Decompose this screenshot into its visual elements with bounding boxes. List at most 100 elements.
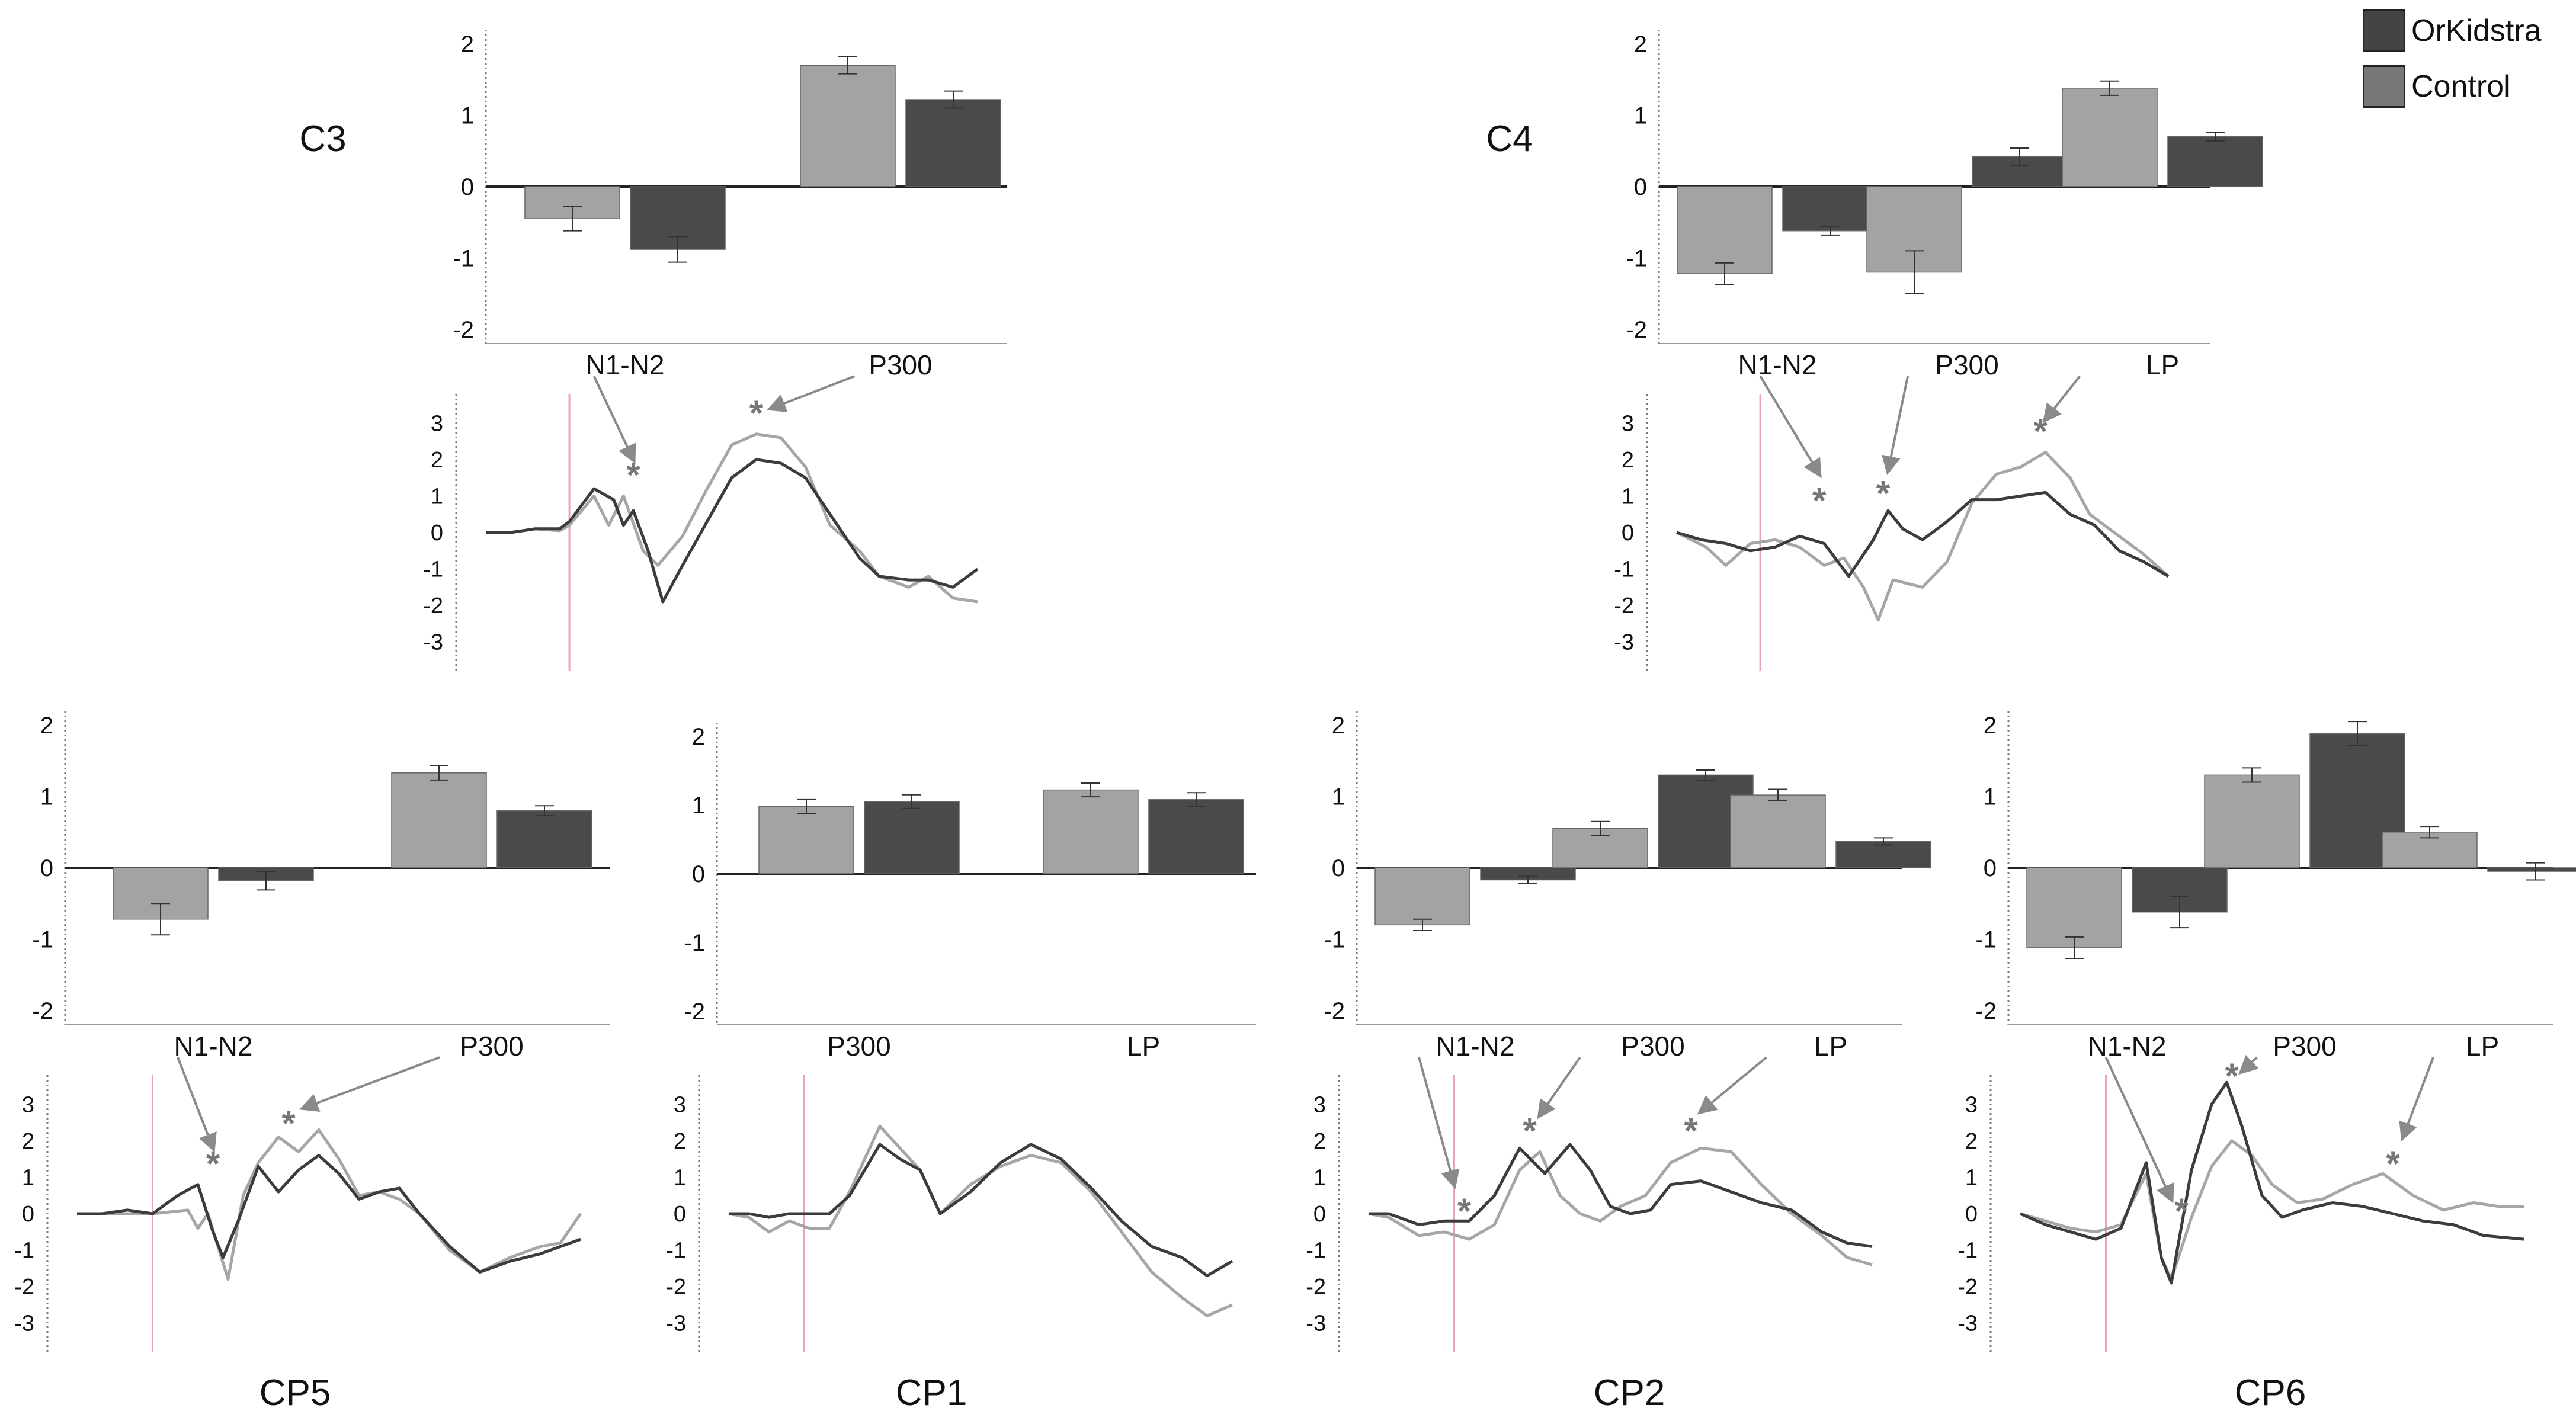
- erp-chart-cp6: 3 2 1 0 -1 -2 -3 * * *: [1957, 1054, 2524, 1352]
- bar-tick-label: -1: [684, 930, 705, 956]
- erp-tick-label: -3: [666, 1311, 686, 1336]
- erp-tick-label: 3: [1965, 1092, 1978, 1117]
- panel-cp5: CP5 -2 -1 0 1 2 N1-N2 P300 3 2 1 0 -1 -2 -3 * *: [14, 711, 610, 1413]
- erp-tick-label: 1: [1313, 1165, 1326, 1190]
- bar-chart-cp6: -2 -1 0 1 2 N1-N2 P300 LP: [1975, 711, 2576, 1061]
- erp-tick-label: -3: [1614, 630, 1634, 655]
- annotation-arrow: [1418, 1057, 1460, 1189]
- bar-tick-label: 0: [1984, 855, 1997, 881]
- bar-tick-label: 2: [1984, 713, 1997, 739]
- legend-label-control: Control: [2411, 69, 2511, 104]
- group-label-lp: LP: [1127, 1031, 1160, 1061]
- bar-tick-label: -2: [1626, 317, 1647, 343]
- erp-tick-label: 2: [674, 1129, 686, 1154]
- bar-tick-label: 0: [461, 174, 474, 200]
- bar-lp-dark: [2487, 867, 2576, 872]
- bar-tick-label: -1: [32, 926, 53, 952]
- panel-cp6: CP6 -2 -1 0 1 2 N1-N2 P300 LP 3 2 1 0 -1 -2 -3 * * *: [1957, 711, 2576, 1413]
- erp-tick-label: 2: [1622, 448, 1634, 473]
- bar-lp-dark: [2167, 136, 2263, 187]
- group-label-n1-n2: N1-N2: [2088, 1031, 2167, 1061]
- erp-tick-label: 3: [1622, 411, 1634, 436]
- erp-wave-control: [1675, 451, 2170, 622]
- bar-tick-label: 0: [1332, 855, 1345, 881]
- bar-lp-light: [2062, 88, 2158, 187]
- erp-wave-orkidstra: [1676, 490, 2170, 578]
- erp-wave-control: [2020, 1139, 2524, 1281]
- bar-chart-cp2: -2 -1 0 1 2 N1-N2 P300 LP: [1324, 711, 1931, 1061]
- erp-tick-label: -2: [666, 1275, 686, 1300]
- erp-tick-label: -1: [666, 1239, 686, 1263]
- bar-tick-label: 2: [40, 713, 53, 739]
- bar-lp-dark: [1148, 799, 1244, 874]
- bar-tick-label: 0: [1634, 174, 1647, 200]
- group-label-p300: P300: [460, 1031, 523, 1061]
- significance-star: *: [1876, 473, 1891, 513]
- erp-tick-label: 0: [1313, 1202, 1326, 1227]
- panel-cp1: CP1 -2 -1 0 1 2 P300 LP 3 2 1 0 -1 -2 -3: [666, 723, 1256, 1413]
- bar-p300-light: [800, 65, 896, 187]
- erp-wave-orkidstra: [486, 458, 979, 604]
- annotation-arrow: [2238, 1054, 2259, 1075]
- erp-tick-label: 0: [1622, 521, 1634, 546]
- bar-p300-light: [2204, 774, 2300, 868]
- erp-tick-label: 0: [431, 521, 443, 546]
- erp-wave-orkidstra: [77, 1154, 581, 1274]
- erp-tick-label: -2: [423, 594, 443, 618]
- legend-label-orkidstra: OrKidstra: [2411, 14, 2542, 48]
- erp-chart-c3: 3 2 1 0 -1 -2 -3 * *: [423, 375, 979, 671]
- annotation-arrow: [2104, 1057, 2174, 1204]
- significance-star: *: [1523, 1111, 1537, 1150]
- legend-swatch-orkidstra: [2363, 9, 2405, 52]
- bar-lp-light: [1043, 789, 1139, 874]
- erp-tick-label: 3: [674, 1092, 686, 1117]
- annotation-arrow: [592, 376, 636, 464]
- erp-chart-cp1: 3 2 1 0 -1 -2 -3: [666, 1075, 1233, 1352]
- significance-star: *: [281, 1104, 296, 1143]
- group-label-p300: P300: [827, 1031, 890, 1061]
- significance-star: *: [2225, 1056, 2239, 1096]
- significance-star: *: [626, 455, 640, 495]
- bar-chart-c3: -2 -1 0 1 2 N1-N2 P300: [453, 30, 1007, 380]
- bar-n1-n2-light: [2026, 867, 2122, 948]
- group-label-lp: LP: [2146, 349, 2179, 380]
- erp-tick-label: -1: [1614, 557, 1634, 582]
- bar-p300-light: [391, 772, 487, 868]
- significance-star: *: [1812, 481, 1827, 521]
- bar-n1-n2-dark: [1782, 186, 1878, 232]
- bar-tick-label: -1: [1324, 926, 1345, 952]
- group-label-n1-n2: N1-N2: [586, 349, 665, 380]
- annotation-arrow: [1537, 1056, 1581, 1120]
- bar-lp-light: [1730, 794, 1826, 868]
- significance-star: *: [2174, 1191, 2189, 1231]
- erp-tick-label: 3: [1313, 1092, 1326, 1117]
- bar-tick-label: -1: [1626, 245, 1647, 271]
- significance-star: *: [2386, 1144, 2400, 1184]
- bar-tick-label: 1: [1634, 103, 1647, 129]
- legend-swatch-control: [2363, 65, 2405, 108]
- electrode-title-c3: C3: [299, 118, 346, 159]
- erp-tick-label: 3: [431, 411, 443, 436]
- erp-tick-label: -1: [1306, 1239, 1326, 1263]
- erp-tick-label: 1: [22, 1165, 34, 1190]
- bar-chart-c4: -2 -1 0 1 2 N1-N2 P300 LP: [1626, 30, 2263, 380]
- erp-wave-orkidstra: [1369, 1143, 1873, 1248]
- bar-p300-dark: [864, 801, 960, 874]
- group-label-p300: P300: [2273, 1031, 2336, 1061]
- group-label-n1-n2: N1-N2: [1738, 349, 1817, 380]
- erp-chart-cp5: 3 2 1 0 -1 -2 -3 * *: [14, 1056, 582, 1352]
- bar-tick-label: 1: [1332, 784, 1345, 810]
- bar-tick-label: -2: [1975, 998, 1997, 1024]
- bar-n1-n2-light: [1677, 186, 1773, 274]
- bar-tick-label: -1: [453, 245, 474, 271]
- erp-tick-label: -2: [14, 1275, 34, 1300]
- annotation-arrow: [2042, 375, 2081, 424]
- erp-tick-label: 0: [22, 1202, 34, 1227]
- erp-chart-cp2: 3 2 1 0 -1 -2 -3 * * *: [1306, 1056, 1873, 1352]
- bar-lp-dark: [1835, 841, 1931, 868]
- group-label-p300: P300: [869, 349, 932, 380]
- annotation-arrow: [177, 1057, 217, 1153]
- bar-n1-n2-light: [1374, 867, 1470, 926]
